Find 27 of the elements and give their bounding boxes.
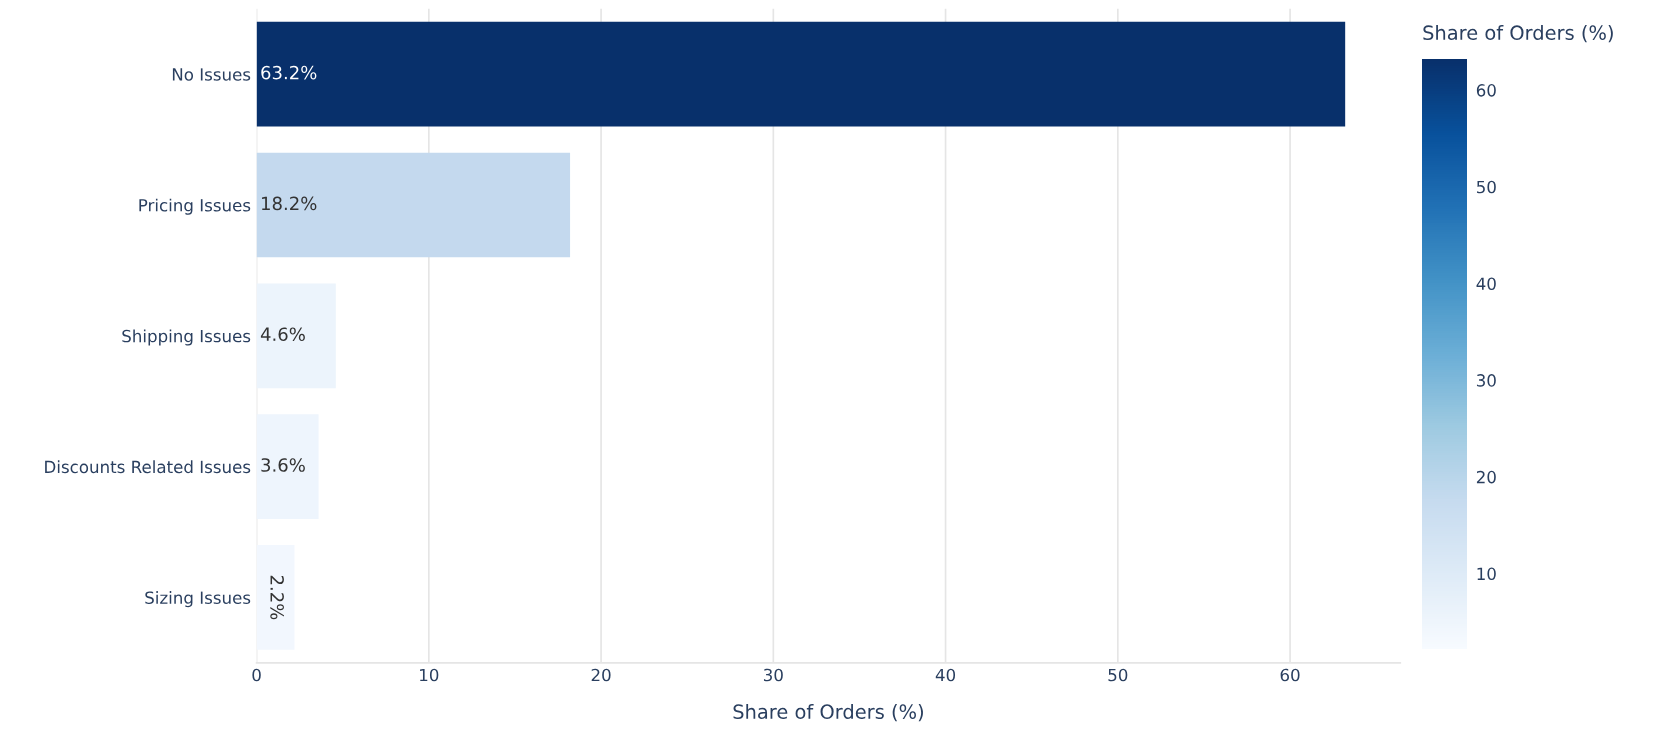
- y-tick-label: Pricing Issues: [139, 198, 251, 215]
- y-tick-label: Shipping Issues: [122, 329, 251, 346]
- color-bar-label: 10: [1477, 567, 1496, 581]
- x-tick-label: 30: [763, 668, 783, 682]
- x-tick-label: 50: [1108, 668, 1128, 682]
- bar: [256, 152, 571, 258]
- x-tick-label: 0: [252, 668, 261, 682]
- color-bar-label: 40: [1476, 277, 1496, 291]
- x-tick-label: 10: [420, 668, 439, 682]
- color-bar-label: 30: [1476, 374, 1496, 387]
- data-label: 63.2%: [261, 65, 317, 80]
- color-bar-label: 20: [1476, 470, 1496, 484]
- x-axis-title: Share of Orders (%): [733, 703, 923, 722]
- color-bar-title: Share of Orders (%): [1423, 24, 1613, 43]
- data-label: 2.2%: [270, 575, 284, 620]
- x-tick-label: 40: [935, 668, 956, 682]
- color-bar-label: 50: [1476, 180, 1496, 194]
- data-label: 4.6%: [260, 327, 305, 342]
- y-tick-label: Discounts Related Issues: [45, 460, 251, 474]
- bar: [256, 21, 1346, 127]
- x-tick-label: 20: [591, 668, 611, 682]
- y-tick-label: No Issues: [172, 68, 251, 81]
- color-bar-label: 60: [1476, 84, 1496, 97]
- y-tick-label: Sizing Issues: [145, 591, 251, 608]
- data-label: 3.6%: [261, 458, 305, 472]
- x-tick-label: 60: [1280, 668, 1300, 682]
- data-label: 18.2%: [262, 196, 317, 211]
